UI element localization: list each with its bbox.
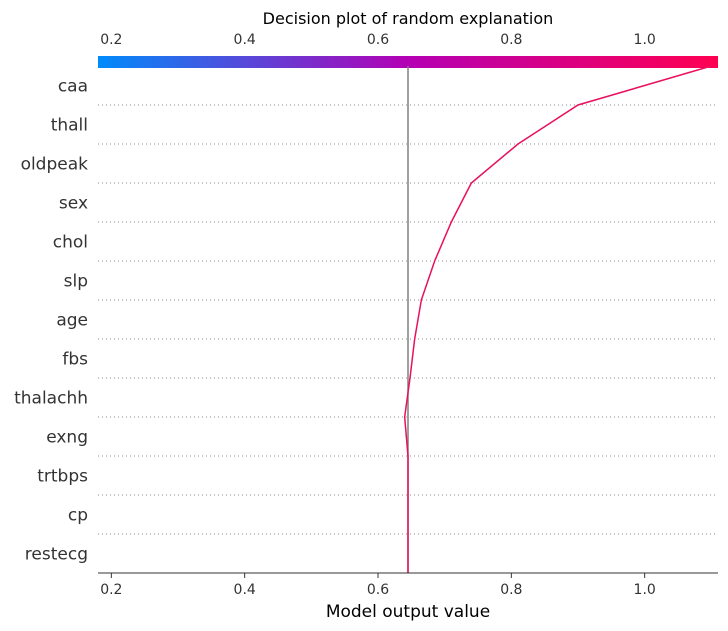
- feature-label-trtbps: trtbps: [37, 467, 88, 487]
- feature-label-slp: slp: [64, 272, 88, 292]
- feature-label-age: age: [56, 311, 88, 331]
- feature-label-sex: sex: [59, 194, 88, 214]
- feature-labels: caa thall oldpeak sex chol slp age fbs thalachh e…: [14, 77, 88, 565]
- colorbar: [98, 56, 718, 68]
- colorbar-tick-label: 0.6: [367, 32, 389, 48]
- feature-label-restecg: restecg: [25, 545, 88, 565]
- feature-label-cp: cp: [68, 506, 88, 526]
- x-tick-label: 0.6: [367, 582, 389, 598]
- feature-label-oldpeak: oldpeak: [21, 155, 89, 175]
- feature-label-fbs: fbs: [62, 350, 88, 370]
- feature-label-thall: thall: [51, 116, 88, 136]
- colorbar-tick-label: 0.8: [500, 32, 522, 48]
- feature-label-thalachh: thalachh: [14, 389, 88, 409]
- decision-line: [403, 65, 712, 573]
- chart-title: Decision plot of random explanation: [263, 9, 554, 28]
- colorbar-tick-label: 0.2: [100, 32, 122, 48]
- x-tick-label: 0.4: [234, 582, 256, 598]
- x-tick-label: 1.0: [634, 582, 656, 598]
- feature-label-chol: chol: [53, 233, 88, 253]
- x-axis-ticks: 0.2 0.4 0.6 0.8 1.0: [100, 573, 656, 598]
- feature-label-caa: caa: [58, 77, 88, 97]
- x-tick-label: 0.2: [100, 582, 122, 598]
- row-grid: [98, 104, 718, 535]
- colorbar-tick-label: 0.4: [234, 32, 256, 48]
- colorbar-tick-labels: 0.2 0.4 0.6 0.8 1.0: [100, 32, 656, 48]
- x-axis-label: Model output value: [326, 602, 490, 622]
- colorbar-tick-label: 1.0: [634, 32, 656, 48]
- feature-label-exng: exng: [46, 428, 88, 448]
- x-tick-label: 0.8: [500, 582, 522, 598]
